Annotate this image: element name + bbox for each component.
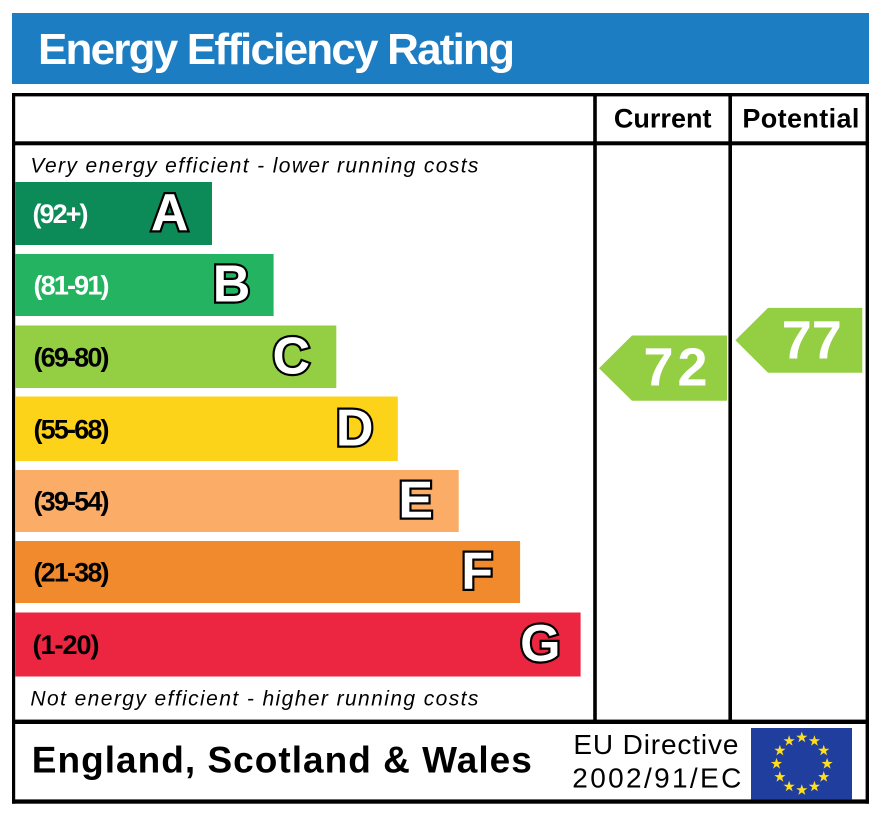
svg-text:(92+): (92+) (33, 199, 89, 229)
svg-text:Not energy efficient - higher: Not energy efficient - higher running co… (30, 687, 478, 710)
svg-text:F: F (461, 543, 493, 601)
svg-text:Potential: Potential (742, 103, 859, 133)
svg-text:(21-38): (21-38) (34, 558, 110, 588)
svg-text:B: B (213, 256, 251, 314)
svg-text:(1-20): (1-20) (33, 630, 100, 660)
svg-text:(39-54): (39-54) (34, 487, 110, 517)
svg-text:Very energy efficient - lower: Very energy efficient - lower running co… (30, 154, 479, 177)
svg-text:G: G (520, 615, 560, 673)
svg-text:77: 77 (782, 311, 842, 371)
svg-text:England, Scotland & Wales: England, Scotland & Wales (32, 740, 532, 781)
svg-text:(69-80): (69-80) (34, 342, 110, 372)
svg-text:C: C (273, 328, 311, 386)
svg-text:(81-91): (81-91) (34, 271, 110, 301)
svg-text:(55-68): (55-68) (34, 414, 110, 444)
svg-text:2002/91/EC: 2002/91/EC (572, 763, 741, 794)
svg-text:Energy Efficiency Rating: Energy Efficiency Rating (38, 25, 515, 74)
svg-text:A: A (151, 184, 189, 242)
svg-text:D: D (336, 400, 374, 458)
svg-text:E: E (398, 472, 433, 530)
svg-text:EU Directive: EU Directive (573, 729, 738, 760)
svg-text:Current: Current (614, 103, 712, 133)
